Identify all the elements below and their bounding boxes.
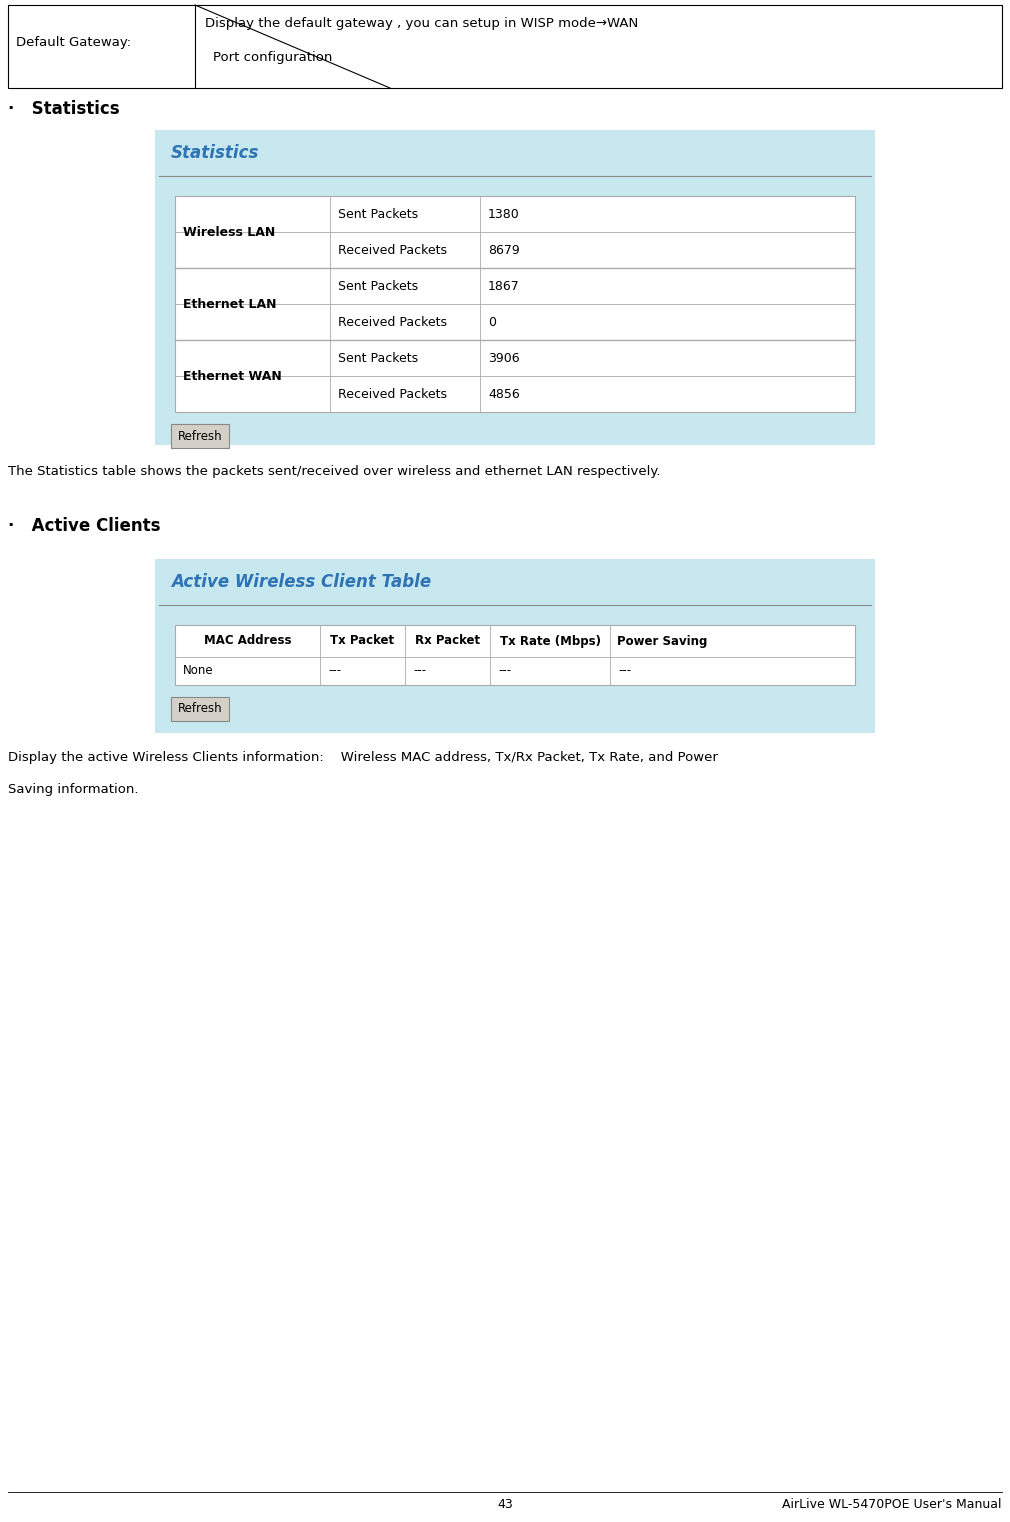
Text: Port configuration: Port configuration [213, 52, 332, 64]
Text: MAC Address: MAC Address [204, 635, 291, 647]
Text: ---: --- [328, 665, 341, 677]
Text: 43: 43 [497, 1498, 513, 1511]
Text: Refresh: Refresh [178, 703, 222, 715]
Text: AirLive WL-5470POE User's Manual: AirLive WL-5470POE User's Manual [783, 1498, 1002, 1511]
Text: Ethernet WAN: Ethernet WAN [183, 370, 282, 382]
Text: ---: --- [498, 665, 511, 677]
Text: Received Packets: Received Packets [338, 244, 447, 257]
Text: ---: --- [618, 665, 631, 677]
Text: 0: 0 [488, 315, 496, 329]
FancyBboxPatch shape [155, 559, 875, 734]
Text: Rx Packet: Rx Packet [415, 635, 480, 647]
Text: 3906: 3906 [488, 352, 519, 364]
Text: Tx Rate (Mbps): Tx Rate (Mbps) [500, 635, 601, 647]
Text: Sent Packets: Sent Packets [338, 207, 418, 221]
FancyBboxPatch shape [8, 5, 1002, 88]
Text: 1867: 1867 [488, 280, 520, 292]
Text: Sent Packets: Sent Packets [338, 352, 418, 364]
Text: None: None [183, 665, 214, 677]
Text: The Statistics table shows the packets sent/received over wireless and ethernet : The Statistics table shows the packets s… [8, 466, 661, 478]
Text: Power Saving: Power Saving [617, 635, 708, 647]
FancyBboxPatch shape [171, 697, 229, 721]
FancyBboxPatch shape [175, 626, 855, 685]
Text: Wireless LAN: Wireless LAN [183, 225, 276, 239]
Text: Display the default gateway , you can setup in WISP mode→WAN: Display the default gateway , you can se… [205, 17, 638, 30]
Text: 4856: 4856 [488, 388, 520, 400]
Text: Statistics: Statistics [171, 145, 260, 161]
Text: ---: --- [413, 665, 426, 677]
Text: ·   Active Clients: · Active Clients [8, 517, 161, 536]
Text: Active Wireless Client Table: Active Wireless Client Table [171, 572, 431, 591]
Text: Saving information.: Saving information. [8, 782, 138, 796]
Text: 8679: 8679 [488, 244, 520, 257]
FancyBboxPatch shape [155, 129, 875, 444]
Text: Default Gateway:: Default Gateway: [16, 37, 131, 49]
Text: Received Packets: Received Packets [338, 388, 447, 400]
Text: Received Packets: Received Packets [338, 315, 447, 329]
Text: 1380: 1380 [488, 207, 520, 221]
Text: Ethernet LAN: Ethernet LAN [183, 297, 277, 310]
Text: Refresh: Refresh [178, 429, 222, 443]
FancyBboxPatch shape [171, 425, 229, 447]
Text: ·   Statistics: · Statistics [8, 100, 119, 119]
FancyBboxPatch shape [175, 196, 855, 412]
Text: Tx Packet: Tx Packet [330, 635, 395, 647]
Text: Sent Packets: Sent Packets [338, 280, 418, 292]
Text: Display the active Wireless Clients information:    Wireless MAC address, Tx/Rx : Display the active Wireless Clients info… [8, 750, 718, 764]
